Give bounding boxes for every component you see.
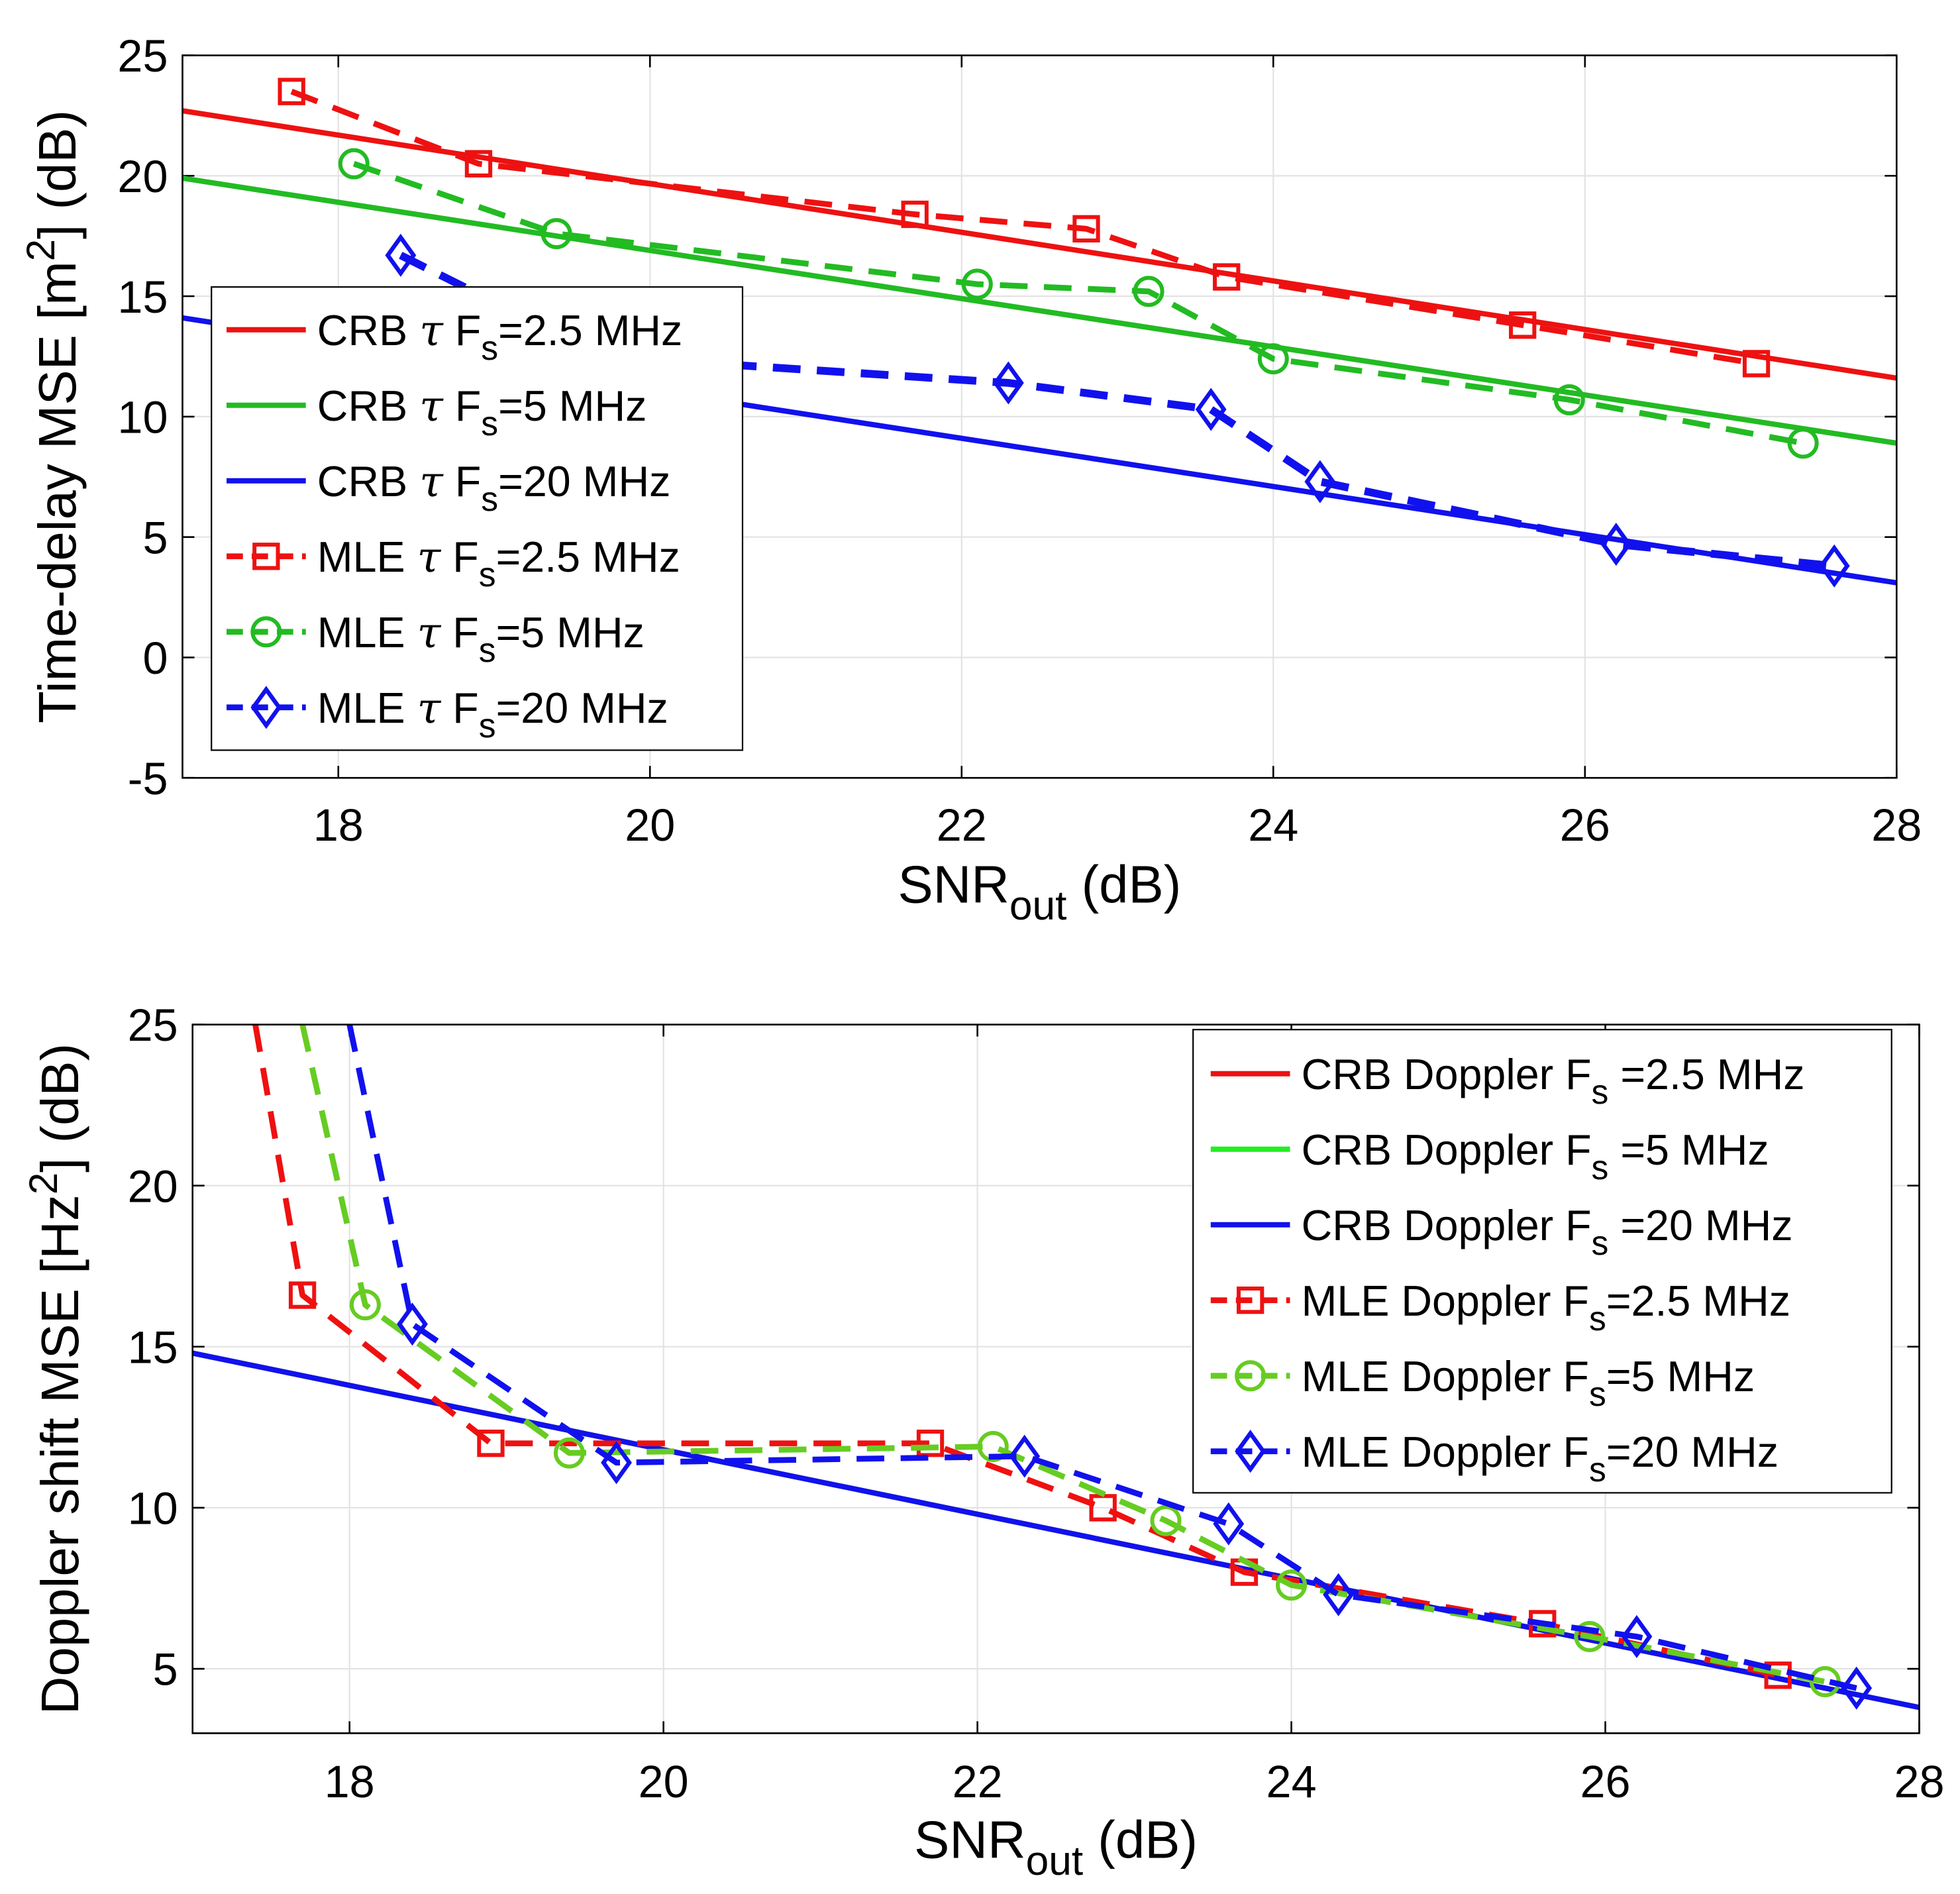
marker-circle [1787,427,1819,459]
legend-label-4: MLE τ Fs=2.5 MHz [317,533,680,594]
x-tick-label: 28 [1871,800,1922,851]
y-tick-label: 10 [128,1484,178,1534]
marker-circle [1257,343,1289,375]
x-tick-label: 18 [313,800,364,851]
marker-diamond [1235,1430,1266,1473]
x-tick-label: 24 [1266,1757,1317,1807]
y-tick-label: 15 [128,1322,178,1373]
marker-square [916,1430,945,1457]
marker-diamond [1195,388,1227,431]
series-line-5 [299,1024,1826,1685]
x-tick-label: 24 [1248,800,1298,851]
marker-square [901,200,929,229]
y-tick-label: 0 [142,633,168,684]
legend: CRB τ Fs=2.5 MHz CRB τ Fs=5 MHz CRB τ Fs=2… [211,286,744,751]
x-tick-label: 28 [1894,1757,1944,1807]
axes-box [191,1024,1920,1734]
series-line-6 [346,1024,1857,1691]
legend-label-2: CRB τ Fs=5 MHz [317,382,647,443]
y-tick-label: 5 [153,1645,178,1695]
legend-label-3: CRB Doppler Fs =20 MHz [1302,1202,1793,1262]
marker-diamond [1841,1666,1873,1710]
marker-circle [338,148,370,180]
y-tick-label: 25 [117,31,168,81]
x-tick-label: 18 [325,1757,375,1807]
legend-label-2: CRB Doppler Fs =5 MHz [1302,1126,1769,1186]
marker-diamond [1304,460,1336,503]
marker-square [1509,311,1537,339]
marker-circle [1574,1620,1606,1652]
chart-1: 18 20 22 24 26 28 -5 0 5 10 15 20 25 SNRout (dB) Time-… [19,31,1922,929]
series-group [192,1024,1920,1710]
marker-diamond [992,361,1024,405]
marker-square [252,543,280,570]
y-tick-label: 25 [128,1000,178,1051]
y-tick-label: 20 [117,152,168,202]
x-axis-label: SNRout (dB) [898,855,1181,929]
marker-square [477,1430,505,1457]
legend: CRB Doppler Fs =2.5 MHz CRB Doppler Fs =5… [1192,1029,1892,1494]
legend-label-6: MLE Doppler Fs=20 MHz [1302,1428,1779,1489]
y-axis-label: Time-delay MSE [m2] (dB) [19,110,87,723]
marker-circle [1235,1360,1266,1392]
marker-circle [541,218,572,250]
marker-diamond [1323,1573,1355,1616]
legend-label-1: CRB τ Fs=2.5 MHz [317,306,683,367]
axes-box [181,54,1898,779]
marker-square [464,150,493,178]
marker-circle [553,1437,585,1469]
marker-circle [250,616,282,648]
series-line-2 [182,176,1897,446]
marker-circle [1133,276,1164,307]
y-tick-label: 5 [142,513,168,563]
legend-label-3: CRB τ Fs=20 MHz [317,457,671,518]
marker-circle [1276,1569,1308,1601]
legend-label-4: MLE Doppler Fs=2.5 MHz [1302,1277,1790,1338]
x-tick-label: 26 [1580,1757,1630,1807]
x-tick-label: 26 [1560,800,1610,851]
marker-diamond [397,1302,428,1346]
marker-circle [1553,384,1585,415]
legend-box [1192,1029,1892,1494]
marker-diamond [1600,523,1632,566]
chart-2: 18 20 22 24 26 28 5 10 15 20 25 SNRout (dB) Doppler … [21,1000,1945,1884]
marker-square [278,78,305,105]
legend-label-5: MLE τ Fs=5 MHz [317,608,645,669]
series-line-5 [352,161,1804,447]
y-tick-label: -5 [128,754,168,804]
x-tick-label: 20 [639,1757,689,1807]
marker-diamond [1213,1502,1245,1546]
legend-label-5: MLE Doppler Fs=5 MHz [1302,1353,1755,1413]
y-tick-label: 15 [117,272,168,323]
marker-diamond [385,233,417,277]
x-tick-label: 22 [937,800,987,851]
x-tick-label: 20 [625,800,675,851]
marker-square [1742,350,1771,378]
marker-diamond [601,1441,632,1485]
y-tick-label: 10 [117,393,168,443]
legend-label-6: MLE τ Fs=20 MHz [317,684,668,745]
marker-diamond [250,686,282,729]
marker-circle [961,268,993,300]
marker-diamond [1009,1434,1041,1478]
legend-box [211,286,744,751]
y-axis-label: Doppler shift MSE [Hz2] (dB) [21,1043,89,1714]
marker-circle [1150,1504,1182,1536]
marker-square [288,1281,317,1309]
marker-square [1213,263,1241,291]
series-line-4 [290,89,1757,367]
marker-circle [977,1431,1009,1463]
marker-circle [349,1289,381,1321]
legend-label-1: CRB Doppler Fs =2.5 MHz [1302,1051,1805,1111]
x-axis-label: SNRout (dB) [914,1810,1198,1884]
marker-square [1072,215,1100,243]
marker-diamond [1621,1614,1653,1658]
y-tick-label: 20 [128,1161,178,1212]
marker-diamond [1818,544,1850,588]
x-tick-label: 22 [953,1757,1003,1807]
marker-square [1236,1287,1264,1314]
